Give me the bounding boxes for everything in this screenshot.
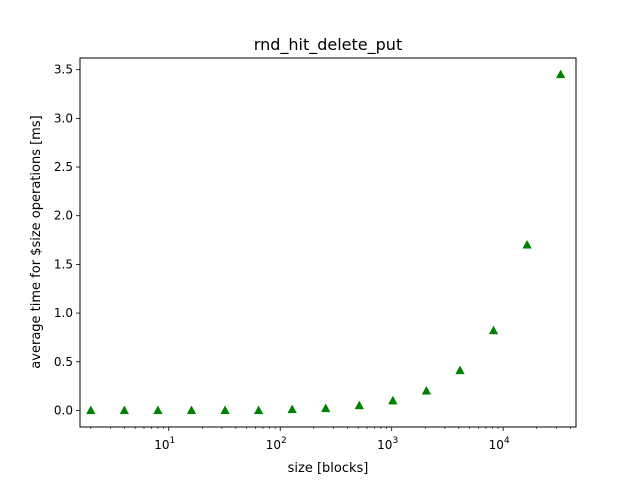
data-point	[287, 404, 297, 414]
y-tick-label: 1.0	[54, 306, 73, 320]
x-tick-label-base: 10	[377, 438, 392, 452]
x-tick-label-base: 10	[266, 438, 281, 452]
x-tick-label: 103	[377, 436, 398, 452]
plot-area	[86, 69, 566, 415]
data-point	[555, 69, 566, 79]
x-tick-label-exponent: 1	[170, 436, 176, 446]
y-tick-label: 2.0	[54, 209, 73, 223]
data-point	[321, 403, 331, 413]
data-point	[119, 405, 130, 415]
data-point	[388, 395, 398, 405]
x-tick-label-exponent: 3	[392, 436, 398, 446]
data-point	[253, 405, 264, 415]
x-tick-label-exponent: 4	[504, 436, 510, 446]
data-point	[455, 365, 465, 375]
data-point	[220, 405, 230, 415]
y-tick-label: 1.5	[54, 257, 73, 271]
data-point	[186, 405, 197, 415]
y-axis-label: average time for $size operations [ms]	[29, 115, 44, 368]
data-point	[153, 405, 163, 415]
x-tick-label-base: 10	[489, 438, 504, 452]
y-tick-label: 3.5	[54, 63, 73, 77]
x-tick-label: 102	[266, 436, 287, 452]
axes-frame	[79, 57, 577, 428]
y-tick-label: 0.5	[54, 355, 73, 369]
data-point	[522, 239, 532, 249]
x-axis-label: size [blocks]	[288, 461, 369, 476]
y-tick-label: 0.0	[54, 403, 73, 417]
chart-title: rnd_hit_delete_put	[254, 35, 402, 55]
data-point	[86, 405, 96, 415]
y-axis: 0.0 0.5 1.0 1.5 2.0 2.5 3.0 3.5	[54, 63, 80, 417]
y-tick-label: 3.0	[54, 111, 73, 125]
x-tick-label: 101	[154, 436, 175, 452]
x-tick-label: 104	[489, 436, 510, 452]
x-tick-label-base: 10	[154, 438, 169, 452]
data-point	[488, 325, 499, 335]
y-tick-label: 2.5	[54, 160, 73, 174]
data-point	[354, 400, 364, 410]
x-axis: 101 102 103 104	[90, 427, 571, 452]
data-point	[421, 385, 432, 395]
x-tick-label-exponent: 2	[281, 436, 287, 446]
